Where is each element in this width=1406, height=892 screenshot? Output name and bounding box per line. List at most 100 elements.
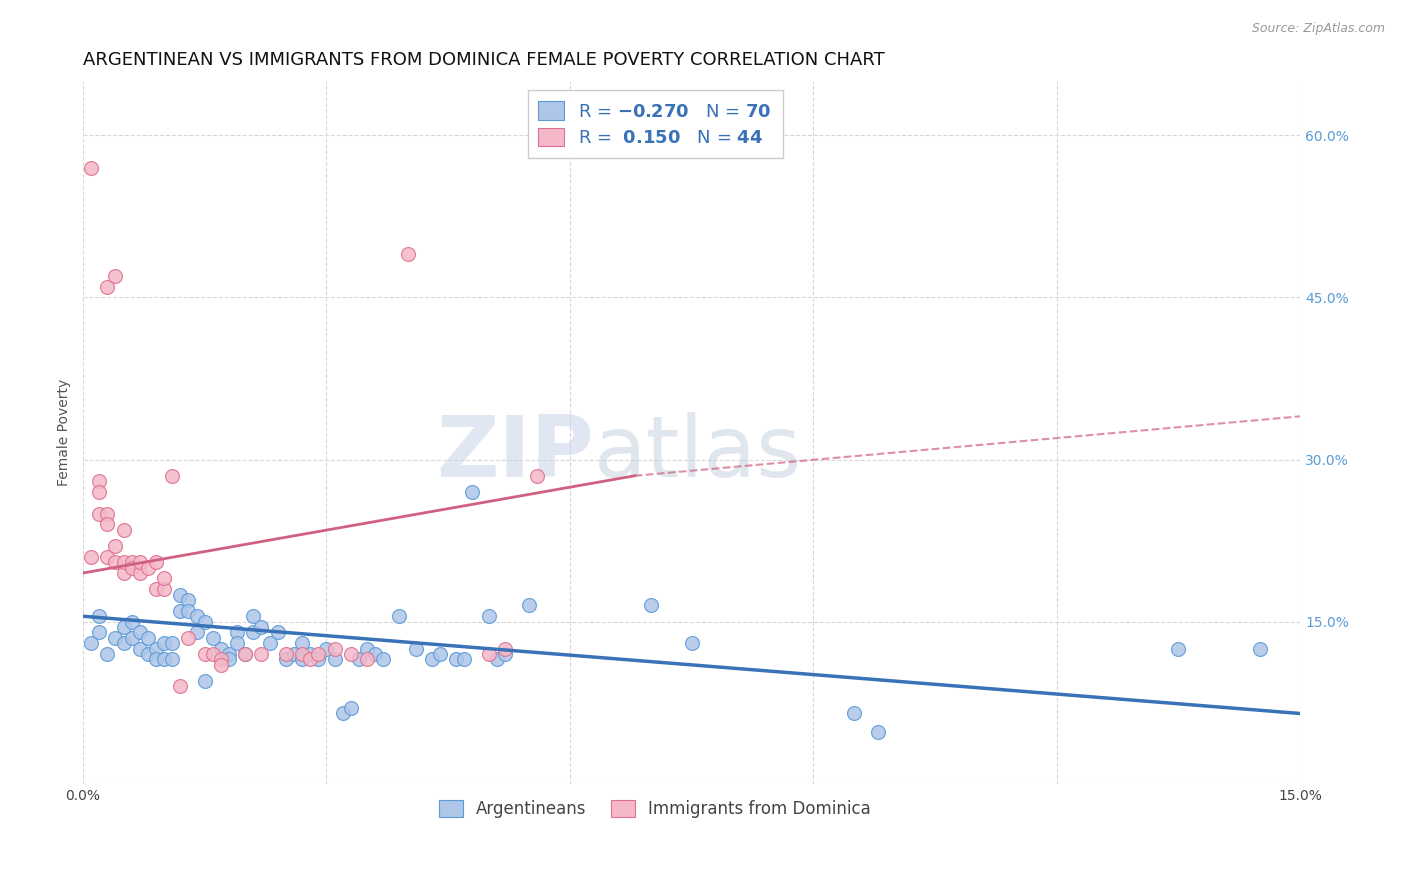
Point bbox=[242, 625, 264, 640]
Point bbox=[461, 485, 484, 500]
Point bbox=[186, 625, 208, 640]
Point bbox=[177, 593, 200, 607]
Point bbox=[145, 641, 167, 656]
Point bbox=[186, 609, 208, 624]
Point bbox=[259, 636, 281, 650]
Point bbox=[153, 571, 176, 585]
Point bbox=[291, 636, 314, 650]
Point bbox=[250, 647, 273, 661]
Y-axis label: Female Poverty: Female Poverty bbox=[58, 379, 72, 486]
Point bbox=[429, 647, 451, 661]
Text: ZIP: ZIP bbox=[436, 412, 595, 495]
Point bbox=[218, 652, 240, 666]
Point bbox=[209, 641, 232, 656]
Point bbox=[96, 507, 118, 521]
Point bbox=[194, 615, 217, 629]
Point bbox=[339, 647, 361, 661]
Point bbox=[274, 647, 297, 661]
Point bbox=[478, 647, 501, 661]
Point bbox=[96, 517, 118, 532]
Legend: Argentineans, Immigrants from Dominica: Argentineans, Immigrants from Dominica bbox=[433, 793, 877, 824]
Point bbox=[315, 641, 337, 656]
Point bbox=[226, 636, 249, 650]
Point bbox=[291, 652, 314, 666]
Point bbox=[80, 549, 103, 564]
Point bbox=[96, 549, 118, 564]
Point bbox=[194, 674, 217, 689]
Point bbox=[209, 652, 232, 666]
Point bbox=[332, 706, 354, 721]
Point bbox=[96, 279, 118, 293]
Point bbox=[153, 582, 176, 597]
Point bbox=[233, 647, 256, 661]
Point bbox=[80, 161, 103, 175]
Point bbox=[136, 631, 159, 645]
Point bbox=[80, 636, 103, 650]
Point bbox=[299, 647, 322, 661]
Point bbox=[226, 625, 249, 640]
Point bbox=[291, 647, 314, 661]
Point bbox=[373, 652, 395, 666]
Point bbox=[356, 652, 378, 666]
Point bbox=[89, 609, 111, 624]
Point bbox=[526, 468, 548, 483]
Point bbox=[323, 641, 346, 656]
Point bbox=[162, 468, 184, 483]
Text: ARGENTINEAN VS IMMIGRANTS FROM DOMINICA FEMALE POVERTY CORRELATION CHART: ARGENTINEAN VS IMMIGRANTS FROM DOMINICA … bbox=[83, 51, 884, 69]
Text: atlas: atlas bbox=[595, 412, 803, 495]
Point bbox=[274, 652, 297, 666]
Point bbox=[104, 268, 127, 283]
Point bbox=[250, 620, 273, 634]
Point bbox=[112, 620, 135, 634]
Point bbox=[128, 641, 150, 656]
Point bbox=[201, 631, 224, 645]
Point bbox=[112, 566, 135, 580]
Point bbox=[868, 724, 890, 739]
Point bbox=[121, 560, 143, 574]
Point bbox=[136, 647, 159, 661]
Point bbox=[396, 247, 419, 261]
Point bbox=[307, 652, 329, 666]
Point bbox=[485, 652, 508, 666]
Point bbox=[177, 631, 200, 645]
Point bbox=[153, 652, 176, 666]
Point bbox=[283, 647, 305, 661]
Point bbox=[112, 523, 135, 537]
Point bbox=[89, 485, 111, 500]
Point bbox=[145, 652, 167, 666]
Point bbox=[104, 539, 127, 553]
Point bbox=[112, 555, 135, 569]
Point bbox=[194, 647, 217, 661]
Point bbox=[444, 652, 467, 666]
Point bbox=[136, 560, 159, 574]
Point bbox=[307, 647, 329, 661]
Point bbox=[218, 647, 240, 661]
Point bbox=[162, 636, 184, 650]
Point bbox=[267, 625, 290, 640]
Point bbox=[104, 555, 127, 569]
Point bbox=[104, 631, 127, 645]
Point bbox=[347, 652, 370, 666]
Point bbox=[145, 582, 167, 597]
Point bbox=[89, 625, 111, 640]
Point bbox=[89, 474, 111, 488]
Point bbox=[128, 566, 150, 580]
Point bbox=[323, 652, 346, 666]
Point bbox=[169, 604, 191, 618]
Point bbox=[177, 604, 200, 618]
Point bbox=[89, 507, 111, 521]
Point bbox=[121, 615, 143, 629]
Point bbox=[145, 555, 167, 569]
Point bbox=[339, 701, 361, 715]
Point bbox=[681, 636, 703, 650]
Point bbox=[478, 609, 501, 624]
Point bbox=[121, 555, 143, 569]
Point bbox=[233, 647, 256, 661]
Point bbox=[169, 680, 191, 694]
Point bbox=[405, 641, 427, 656]
Point bbox=[209, 657, 232, 672]
Point bbox=[364, 647, 387, 661]
Point bbox=[356, 641, 378, 656]
Point bbox=[201, 647, 224, 661]
Point bbox=[242, 609, 264, 624]
